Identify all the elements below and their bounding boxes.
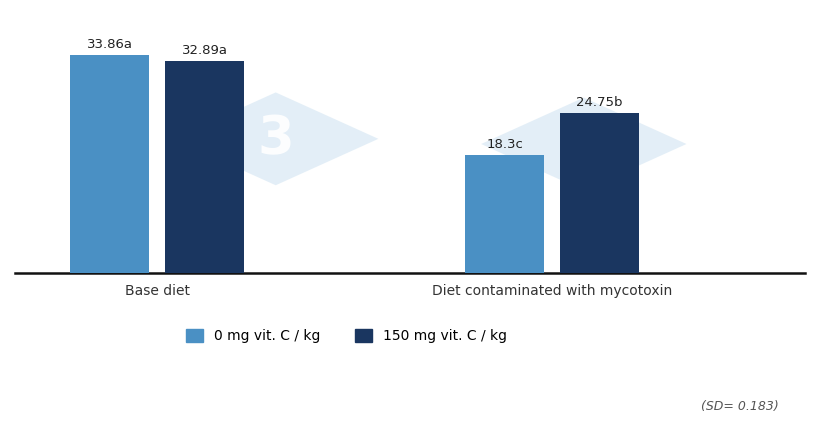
Text: 32.89a: 32.89a	[181, 44, 228, 57]
Bar	[464, 155, 544, 273]
Bar	[559, 114, 638, 273]
Text: 33.86a: 33.86a	[87, 38, 133, 51]
Legend: 0 mg vit. C / kg, 150 mg vit. C / kg: 0 mg vit. C / kg, 150 mg vit. C / kg	[181, 323, 512, 349]
Bar	[70, 55, 149, 273]
Text: 3: 3	[257, 113, 294, 165]
Text: 24.75b: 24.75b	[576, 96, 622, 110]
Polygon shape	[173, 92, 378, 185]
Text: 18.3c: 18.3c	[486, 138, 523, 151]
Bar	[165, 61, 244, 273]
Text: (SD= 0.183): (SD= 0.183)	[700, 400, 778, 413]
Text: 3: 3	[565, 118, 601, 170]
Polygon shape	[481, 98, 686, 190]
